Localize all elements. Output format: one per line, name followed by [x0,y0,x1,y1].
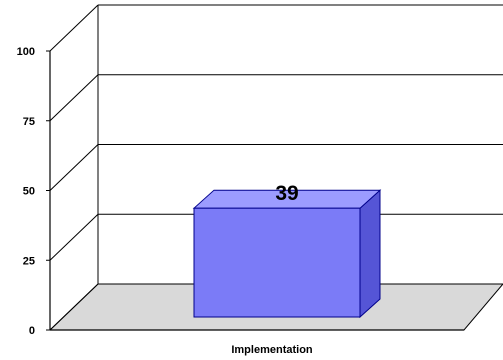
wall-gridline [49,4,99,52]
label-layer: 0 25 50 75 100 39 Implementation [17,46,313,356]
data-label: 39 [275,182,298,205]
wall-gridline [49,144,99,191]
y-tick-label: 25 [23,255,35,267]
y-tick-label: 0 [29,325,35,337]
wall-gridline [49,74,99,122]
y-tick-label: 100 [17,46,35,58]
bar-layer [192,189,382,319]
wall-gridline [49,213,99,261]
wall-gridline [49,283,99,331]
bar-side [359,189,381,319]
y-tick-label: 75 [23,116,35,128]
y-tick-label: 50 [23,186,35,198]
bar [193,207,361,318]
x-tick-label: Implementation [231,344,313,356]
